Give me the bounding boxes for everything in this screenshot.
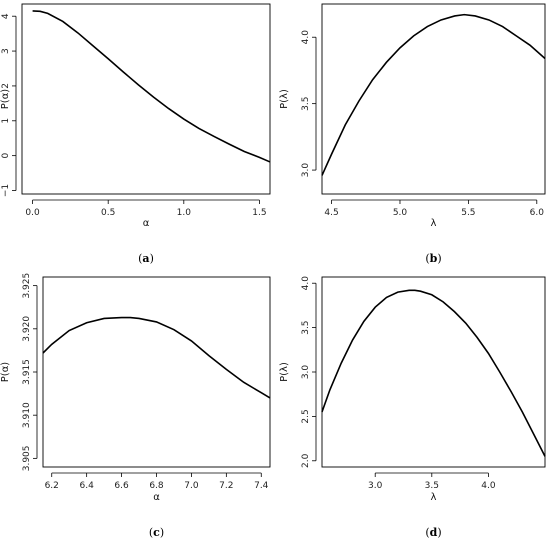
- x-tick-label: 7.0: [184, 481, 199, 491]
- y-tick-label: −1: [1, 184, 11, 197]
- panel-caption: (a): [138, 252, 154, 265]
- caption-paren-open: (: [138, 252, 142, 265]
- y-tick-label: 1: [1, 118, 11, 124]
- x-tick-label: 3.0: [368, 481, 383, 491]
- series-line: [321, 289, 546, 457]
- panel-a: 0.0 0.5 1.0 1.5 −1 0 1 2 3 4 α P(α) (a): [0, 3, 271, 265]
- panel-caption: (b): [425, 252, 441, 265]
- x-axis-label: λ: [431, 218, 437, 229]
- caption-paren-open: (: [425, 526, 429, 539]
- y-tick-label: 2.0: [301, 453, 311, 468]
- series-line: [42, 316, 271, 399]
- y-tick-label: 4: [1, 13, 11, 19]
- caption-paren-close: ): [437, 526, 441, 539]
- panel-caption: (c): [149, 526, 164, 539]
- caption-paren-open: (: [425, 252, 429, 265]
- panel-b: 4.5 5.0 5.5 6.0 3.0 3.5 4.0 λ P(λ) (b): [279, 3, 546, 265]
- y-tick-label: 3.925: [22, 273, 32, 299]
- y-tick-label: 0: [1, 153, 11, 159]
- x-tick-label: 1.0: [177, 208, 192, 218]
- y-tick-label: 3: [1, 48, 11, 54]
- x-tick-label: 6.8: [149, 481, 164, 491]
- y-tick-label: 3.910: [22, 402, 32, 428]
- caption-letter: d: [430, 526, 438, 539]
- y-tick-label: 2.5: [301, 409, 311, 423]
- y-axis-label: P(λ): [279, 362, 290, 382]
- y-tick-label: 4.0: [301, 30, 311, 45]
- caption-paren-close: ): [437, 252, 441, 265]
- x-tick-label: 4.5: [324, 208, 338, 218]
- plot-frame: [21, 3, 271, 195]
- y-tick-label: 3.0: [301, 163, 311, 178]
- x-tick-label: 6.0: [530, 208, 545, 218]
- x-tick-label: 7.4: [254, 481, 269, 491]
- x-tick-label: 0.5: [101, 208, 115, 218]
- x-tick-label: 6.4: [79, 481, 94, 491]
- caption-letter: c: [153, 526, 160, 539]
- x-tick-label: 0.0: [25, 208, 40, 218]
- x-axis-label: α: [143, 218, 150, 229]
- x-tick-label: 5.0: [393, 208, 408, 218]
- x-axis-label: λ: [431, 492, 437, 503]
- series-line: [32, 10, 271, 163]
- caption-letter: a: [142, 252, 149, 265]
- y-tick-label: 3.905: [22, 445, 32, 471]
- x-tick-label: 4.0: [481, 481, 496, 491]
- y-axis-label: P(α): [0, 89, 11, 110]
- plot-frame: [321, 3, 546, 195]
- x-tick-label: 7.2: [219, 481, 233, 491]
- x-tick-label: 3.5: [425, 481, 439, 491]
- panel-d: 3.0 3.5 4.0 2.0 2.5 3.0 3.5 4.0 λ P(λ) (d): [279, 276, 546, 539]
- y-tick-label: 2: [1, 83, 11, 89]
- y-tick-label: 3.5: [301, 96, 311, 110]
- x-tick-label: 6.6: [114, 481, 129, 491]
- y-tick-label: 3.920: [22, 316, 32, 342]
- y-tick-label: 3.915: [22, 359, 32, 385]
- x-tick-label: 1.5: [252, 208, 266, 218]
- x-tick-label: 6.2: [45, 481, 59, 491]
- panel-caption: (d): [425, 526, 441, 539]
- caption-paren-open: (: [149, 526, 153, 539]
- panel-c: 6.2 6.4 6.6 6.8 7.0 7.2 7.4 3.905 3.910 3.915 3.92…: [0, 273, 271, 539]
- y-tick-label: 3.0: [301, 365, 311, 380]
- y-tick-label: 3.5: [301, 320, 311, 334]
- caption-letter: b: [430, 252, 438, 265]
- y-tick-label: 4.0: [301, 276, 311, 291]
- series-line: [321, 13, 546, 176]
- plot-frame: [42, 276, 271, 468]
- caption-paren-close: ): [150, 252, 154, 265]
- x-tick-label: 5.5: [461, 208, 475, 218]
- plot-frame: [321, 276, 546, 468]
- y-axis-label: P(λ): [279, 89, 290, 109]
- caption-paren-close: ): [160, 526, 164, 539]
- y-axis-label: P(α): [0, 362, 11, 383]
- x-axis-label: α: [153, 492, 160, 503]
